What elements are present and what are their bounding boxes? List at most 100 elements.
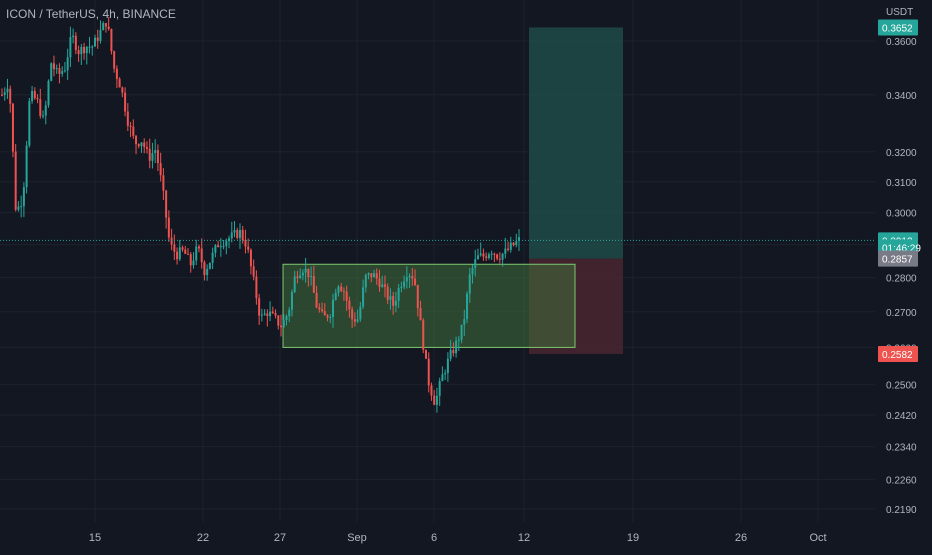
time-axis[interactable]: 15 22 27 Sep 6 12 19 26 Oct [89, 532, 827, 544]
candle-body [310, 276, 313, 278]
candle-body [280, 325, 283, 328]
candle-body [318, 307, 321, 310]
candle-body [129, 125, 132, 127]
candle-body [394, 300, 397, 306]
candle-body [222, 245, 225, 247]
candle-body [515, 241, 518, 246]
candle-body [266, 313, 269, 317]
candle-body [176, 251, 179, 260]
candle-body [476, 255, 479, 260]
candle-body [181, 247, 184, 250]
candle-body [312, 276, 315, 293]
y-tick-label: 0.2700 [886, 308, 917, 319]
candle-body [230, 232, 233, 239]
candle-body [17, 206, 20, 210]
candle-body [50, 63, 53, 81]
candle-body [397, 287, 400, 301]
candle-body [285, 316, 288, 320]
candle-body [315, 292, 318, 308]
candle-body [381, 284, 384, 287]
candle-body [518, 237, 520, 242]
candle-body [28, 101, 31, 146]
candle-body [91, 46, 94, 48]
x-tick-label: Oct [809, 532, 826, 544]
countdown-label-text: 01:46:29 [882, 243, 921, 254]
candle-body [69, 37, 72, 58]
candle-body [290, 291, 293, 310]
candle-body [58, 68, 61, 74]
candle-body [244, 240, 247, 247]
candle-body [11, 103, 14, 152]
y-tick-label: 0.3400 [886, 91, 917, 102]
candle-body [435, 395, 438, 405]
candle-body [258, 298, 261, 316]
candle-body [446, 358, 449, 374]
candle-body [356, 319, 359, 322]
candle-body [115, 68, 118, 79]
candle-body [162, 175, 165, 191]
candle-body [72, 35, 75, 38]
candle-body [44, 105, 47, 116]
candle-body [463, 319, 466, 325]
candle-body [304, 268, 307, 273]
y-tick-label: 0.2190 [886, 505, 917, 516]
candle-body [159, 163, 162, 176]
entry-price-label-text: 0.2857 [882, 255, 913, 266]
candle-body [367, 273, 370, 275]
candle-body [9, 88, 12, 104]
x-tick-label: 19 [627, 532, 639, 544]
candle-body [110, 29, 113, 52]
candle-body [337, 286, 340, 293]
candle-body [151, 153, 154, 161]
candle-body [323, 311, 326, 316]
candle-body [490, 253, 493, 255]
candle-body [85, 46, 88, 54]
candle-body [214, 245, 217, 253]
candle-body [236, 230, 239, 238]
candle-body [88, 46, 91, 48]
candle-body [203, 262, 206, 275]
candle-body [422, 320, 425, 350]
candle-body [353, 319, 356, 322]
candle-body [241, 229, 244, 241]
candle-body [485, 256, 488, 259]
candle-body [408, 276, 411, 278]
candle-body [104, 23, 107, 27]
candle-body [378, 278, 381, 287]
candle-body [263, 313, 266, 315]
position-zones [282, 27, 623, 354]
candle-body [63, 70, 66, 72]
candle-body [419, 308, 422, 321]
candle-body [348, 300, 351, 310]
x-tick-label: 26 [735, 532, 747, 544]
price-axis[interactable]: 0.36000.34000.32000.31000.30000.29000.28… [886, 37, 917, 516]
symbol-title: ICON / TetherUS, 4h, BINANCE [6, 7, 176, 21]
x-tick-label: Sep [347, 532, 367, 544]
candle-body [42, 115, 45, 117]
candle-body [370, 273, 373, 278]
stop-price-label: 0.2582 [878, 345, 918, 362]
candle-body [373, 273, 376, 278]
candle-body [6, 88, 9, 93]
candle-body [132, 126, 135, 136]
candle-body [430, 385, 433, 396]
candle-body [457, 339, 460, 341]
candle-body [468, 274, 471, 294]
candle-body [126, 111, 129, 126]
candle-body [359, 306, 362, 320]
candle-body [460, 324, 463, 340]
candle-body [326, 315, 329, 318]
candle-body [496, 254, 499, 259]
candle-body [184, 249, 187, 254]
candle-body [145, 147, 148, 149]
candle-body [137, 144, 140, 147]
stop-price-label-bg [878, 345, 918, 362]
candle-body [479, 253, 482, 256]
candle-body [405, 277, 408, 282]
candle-body [225, 241, 228, 246]
y-tick-label: 0.3200 [886, 148, 917, 159]
candle-body [342, 290, 345, 292]
candle-body [282, 319, 285, 328]
